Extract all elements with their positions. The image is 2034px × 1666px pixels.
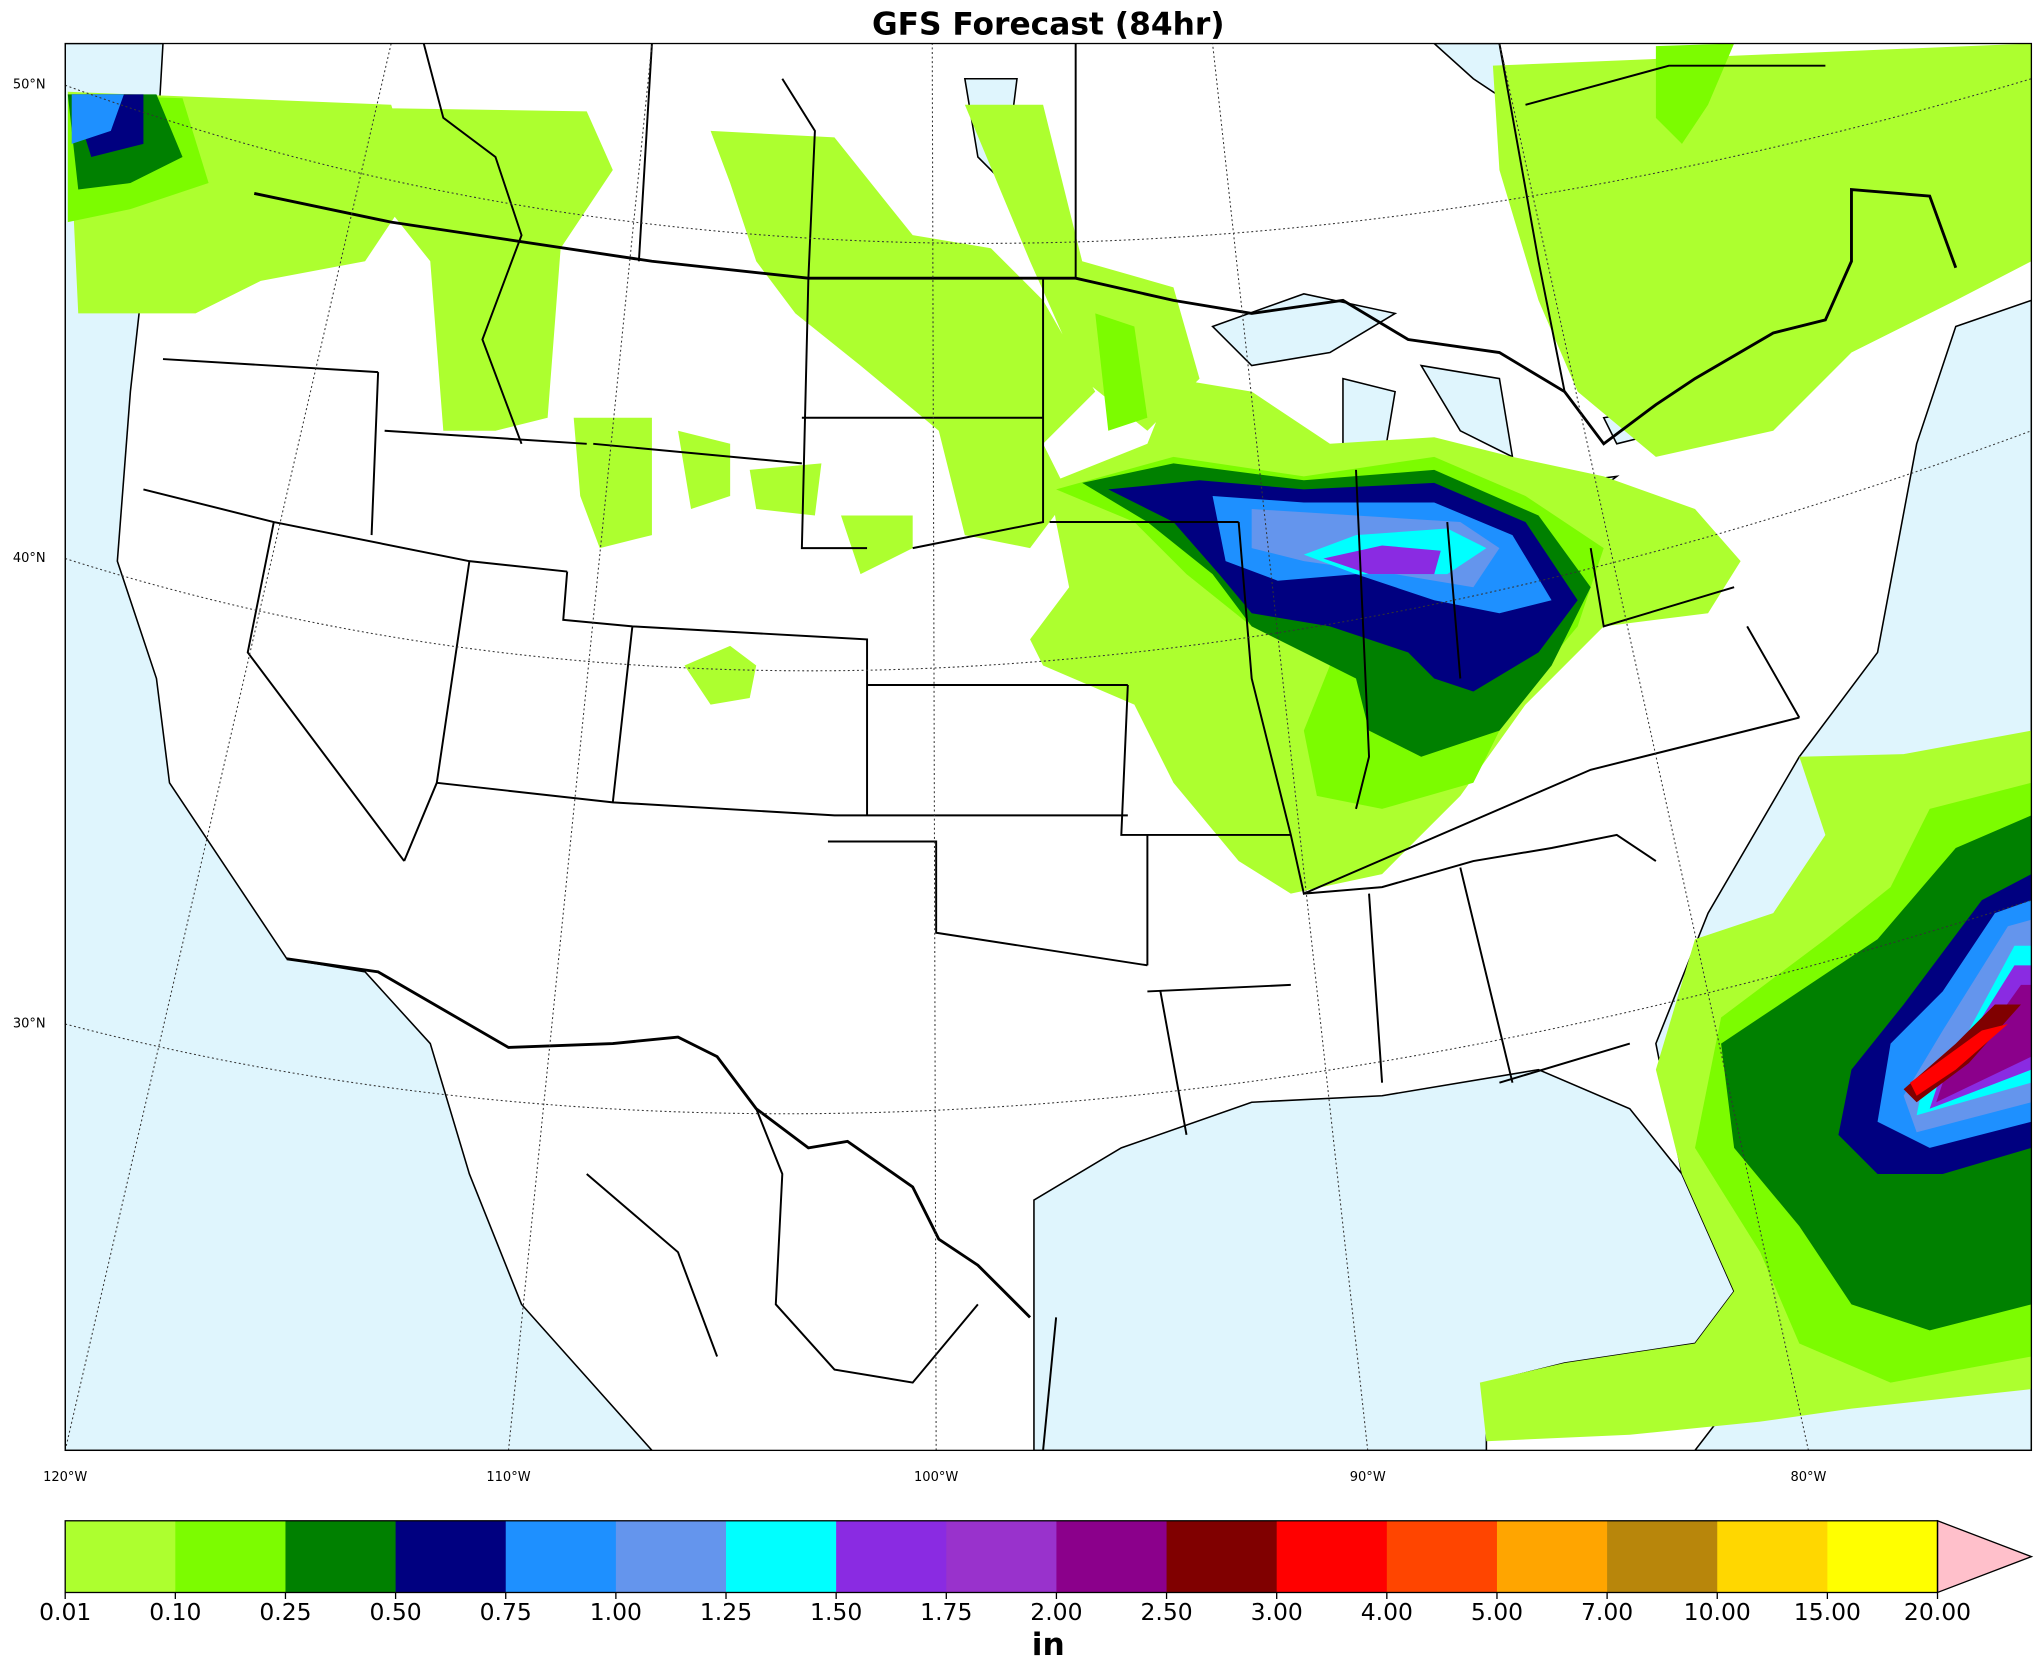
colorbar: 0.01 0.10 0.25 0.50 0.75 1.00 1.25 1.50 1.75 2.00… (39, 1519, 2034, 1663)
colorbar-label: 10.00 (1684, 1598, 1751, 1626)
colorbar-segment (1827, 1520, 1939, 1593)
colorbar-label: 5.00 (1471, 1598, 1523, 1626)
lat-label: 30°N (13, 1017, 46, 1032)
map-title: GFS Forecast (84hr) (872, 6, 1225, 42)
precipitation (67, 43, 2032, 1442)
colorbar-segment (285, 1520, 397, 1593)
colorbar-label: 2.50 (1140, 1598, 1192, 1626)
colorbar-label: 0.75 (480, 1598, 532, 1626)
colorbar-segment (65, 1520, 176, 1593)
colorbar-label: 2.00 (1030, 1598, 1082, 1626)
boundaries (143, 43, 1958, 1451)
lat-label: 50°N (13, 78, 46, 93)
colorbar-label: 1.50 (810, 1598, 862, 1626)
colorbar-segment (175, 1520, 287, 1593)
colorbar-label: 0.50 (369, 1598, 421, 1626)
colorbar-segment (395, 1520, 507, 1593)
colorbar-segment (726, 1520, 837, 1593)
lon-label: 120°W (43, 1470, 87, 1485)
colorbar-label: 1.00 (590, 1598, 642, 1626)
colorbar-segment (505, 1520, 617, 1593)
axis-labels: 50°N 40°N 30°N 120°W 110°W 100°W 90°W 80°W (13, 78, 1827, 1486)
colorbar-label: 7.00 (1581, 1598, 1633, 1626)
colorbar-segment (1717, 1520, 1829, 1593)
colorbar-segment (1276, 1520, 1388, 1593)
colorbar-label: 0.25 (259, 1598, 311, 1626)
lon-label: 80°W (1790, 1470, 1826, 1485)
colorbar-label: 0.01 (39, 1598, 91, 1626)
lon-label: 100°W (914, 1470, 958, 1485)
map-frame (64, 42, 2033, 1452)
colorbar-label: 3.00 (1251, 1598, 1303, 1626)
lon-label: 110°W (486, 1470, 530, 1485)
colorbar-segment (615, 1520, 727, 1593)
colorbar-label: 0.10 (149, 1598, 201, 1626)
colorbar-label: 1.25 (700, 1598, 752, 1626)
lat-label: 40°N (13, 551, 46, 566)
graticule (65, 43, 2032, 1451)
colorbar-segment (1166, 1520, 1278, 1593)
colorbar-unit: in (1032, 1627, 1065, 1663)
colorbar-frame (64, 1520, 1939, 1594)
map (65, 43, 2032, 1451)
colorbar-label: 4.00 (1361, 1598, 1413, 1626)
colorbar-segment (1496, 1520, 1608, 1593)
lon-label: 90°W (1350, 1470, 1386, 1485)
colorbar-segment (1056, 1520, 1168, 1593)
colorbar-segment (836, 1520, 947, 1593)
colorbar-label: 1.75 (920, 1598, 972, 1626)
colorbar-extend (1936, 1519, 2034, 1594)
colorbar-label: 15.00 (1794, 1598, 1861, 1626)
colorbar-segment (1607, 1520, 1718, 1593)
colorbar-segment (946, 1520, 1058, 1593)
colorbar-label: 20.00 (1904, 1598, 1971, 1626)
colorbar-segment (1386, 1520, 1498, 1593)
